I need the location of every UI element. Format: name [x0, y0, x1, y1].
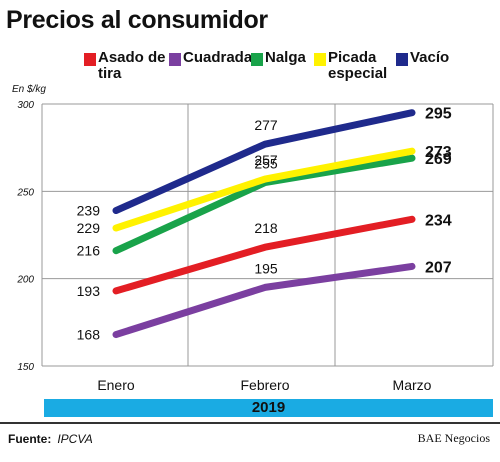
legend-swatch [396, 53, 408, 66]
brand-logo: BAE Negocios [417, 431, 490, 445]
x-tick-label: Marzo [393, 377, 432, 393]
legend-label: Cuadrada [183, 49, 253, 66]
series-line [112, 215, 416, 295]
data-label: 229 [77, 220, 101, 236]
legend-swatch [84, 53, 96, 66]
data-label: 269 [425, 151, 452, 168]
data-label: 195 [254, 260, 278, 276]
legend-swatch [251, 53, 263, 66]
source-label: Fuente: [8, 432, 52, 446]
legend-swatch [314, 53, 326, 66]
data-label: 257 [254, 152, 278, 168]
legend-label: Asado de tira [98, 49, 166, 82]
legend-swatch [169, 53, 181, 66]
data-label: 277 [254, 117, 278, 133]
unit-label: En $/kg [12, 84, 46, 95]
series-line [112, 262, 416, 339]
y-tick-label: 250 [16, 187, 34, 198]
chart-title: Precios al consumidor [6, 6, 268, 34]
data-label: 239 [77, 203, 101, 219]
data-label: 218 [254, 220, 278, 236]
x-tick-label: Enero [97, 377, 135, 393]
footer-divider [0, 422, 500, 424]
y-tick-label: 150 [17, 362, 34, 373]
x-tick-label: Febrero [240, 377, 289, 393]
data-label: 273 [425, 144, 452, 161]
legend-label: Picada especial [328, 49, 388, 82]
data-label: 255 [254, 156, 278, 172]
y-tick-label: 200 [16, 275, 34, 286]
data-label: 216 [77, 243, 101, 259]
source: Fuente: IPCVA [8, 432, 93, 446]
legend-label: Vacío [410, 49, 450, 66]
year-bar: 2019 [44, 399, 493, 417]
y-tick-label: 300 [17, 100, 34, 111]
data-label: 193 [77, 283, 101, 299]
data-label: 295 [425, 106, 452, 123]
series-line [112, 109, 416, 215]
source-value: IPCVA [57, 432, 93, 446]
data-label: 168 [77, 327, 101, 343]
series-line [112, 147, 416, 232]
data-label: 234 [425, 212, 452, 229]
data-label: 207 [425, 259, 452, 276]
legend-label: Nalga [265, 49, 306, 66]
series-line [112, 154, 416, 255]
